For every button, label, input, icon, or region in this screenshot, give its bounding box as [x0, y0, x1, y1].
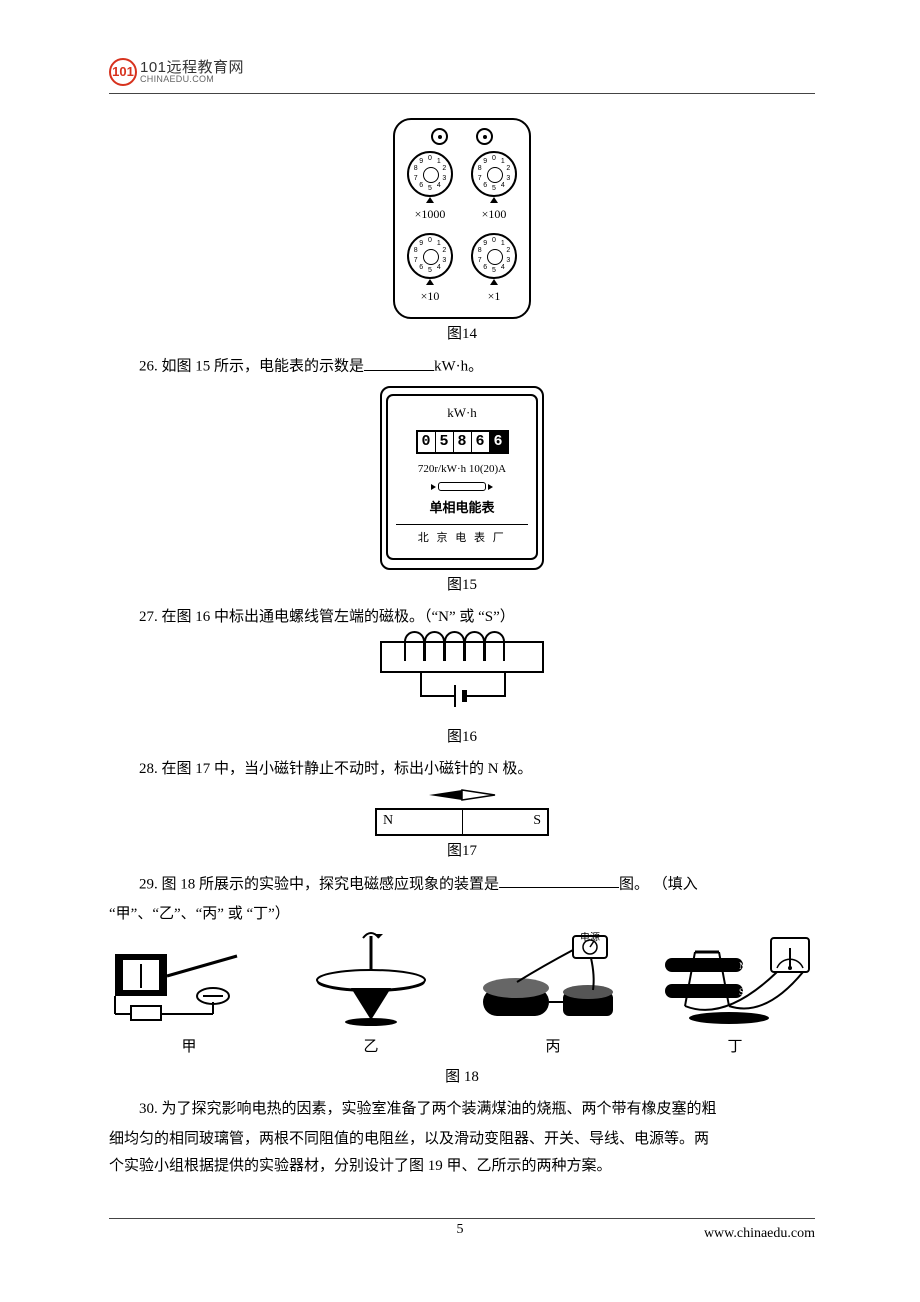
- figure-18: 甲 乙: [109, 932, 815, 1060]
- document-body: 0123456789×1000 0123456789×100 0123456789…: [109, 112, 815, 1179]
- meter-disc-icon: [396, 482, 528, 491]
- electromagnetic-induction-icon: N S: [655, 932, 815, 1028]
- electromagnet-experiment-icon: 电源: [473, 932, 633, 1028]
- energy-meter-icon: kW·h 05866 720r/kW·h 10(20)A 单相电能表 北 京 电…: [380, 386, 544, 570]
- resistance-dial: 0123456789×1000: [407, 151, 453, 225]
- question-28: 28. 在图 17 中，当小磁针静止不动时，标出小磁针的 N 极。: [109, 756, 815, 782]
- logo-text: 101远程教育网 CHINAEDU.COM: [140, 60, 244, 84]
- experiment-label: 甲: [109, 1034, 269, 1060]
- meter-unit: kW·h: [396, 402, 528, 425]
- experiment-label: 丙: [473, 1034, 633, 1060]
- meter-manufacturer: 北 京 电 表 厂: [396, 529, 528, 548]
- figure-17-caption: 图17: [109, 838, 815, 864]
- footer-url: www.chinaedu.com: [704, 1226, 815, 1242]
- logo-en: CHINAEDU.COM: [140, 75, 244, 84]
- solenoid-icon: [380, 637, 544, 713]
- spinning-top-icon: [291, 932, 451, 1028]
- experiment-yi: 乙: [291, 932, 451, 1060]
- header-rule: [109, 93, 815, 94]
- question-27: 27. 在图 16 中标出通电螺线管左端的磁极。（“N” 或 “S”）: [109, 604, 815, 630]
- resistance-dial: 0123456789×100: [471, 151, 517, 225]
- experiment-label: 乙: [291, 1034, 451, 1060]
- question-29-line2: “甲”、“乙”、“丙” 或 “丁”）: [109, 901, 815, 927]
- question-30-line3: 个实验小组根据提供的实验器材，分别设计了图 19 甲、乙所示的两种方案。: [109, 1153, 815, 1179]
- resistance-box-icon: 0123456789×1000 0123456789×100 0123456789…: [393, 118, 531, 319]
- bar-magnet: N S: [375, 808, 549, 836]
- footer-rule: [109, 1218, 815, 1219]
- magnet-s-pole: S: [463, 810, 548, 834]
- q26-pre: 26. 如图 15 所示，电能表的示数是: [139, 359, 364, 375]
- logo-cn: 101远程教育网: [140, 60, 244, 75]
- experiment-jia: 甲: [109, 932, 269, 1060]
- figure-16: [109, 637, 815, 722]
- bar-magnet-compass-icon: N S: [375, 788, 549, 836]
- experiment-ding: N S 丁: [655, 932, 815, 1060]
- figure-14: 0123456789×1000 0123456789×100 0123456789…: [109, 118, 815, 319]
- oersted-experiment-icon: [109, 932, 269, 1028]
- figure-15: kW·h 05866 720r/kW·h 10(20)A 单相电能表 北 京 电…: [109, 386, 815, 570]
- q26-post: kW·h。: [434, 359, 483, 375]
- svg-text:S: S: [739, 987, 744, 997]
- figure-14-caption: 图14: [109, 321, 815, 347]
- question-30-line1: 30. 为了探究影响电热的因素，实验室准备了两个装满煤油的烧瓶、两个带有橡皮塞的…: [109, 1096, 815, 1122]
- binding-post-icon: [431, 128, 448, 145]
- figure-17: N S: [109, 788, 815, 836]
- figure-16-caption: 图16: [109, 724, 815, 750]
- resistance-dial: 0123456789×10: [407, 233, 453, 307]
- svg-text:电源: 电源: [580, 932, 600, 943]
- experiment-bing: 电源 丙: [473, 932, 633, 1060]
- meter-rate: 720r/kW·h 10(20)A: [396, 460, 528, 479]
- q29-pre: 29. 图 18 所展示的实验中，探究电磁感应现象的装置是: [139, 876, 499, 892]
- experiment-label: 丁: [655, 1034, 815, 1060]
- q29-mid: 图。 （填入: [619, 876, 698, 892]
- magnet-n-pole: N: [377, 810, 463, 834]
- binding-post-icon: [476, 128, 493, 145]
- figure-15-caption: 图15: [109, 572, 815, 598]
- fill-blank[interactable]: [364, 353, 434, 371]
- figure-18-caption: 图 18: [109, 1064, 815, 1090]
- meter-name: 单相电能表: [396, 497, 528, 525]
- fill-blank[interactable]: [499, 871, 619, 889]
- question-26: 26. 如图 15 所示，电能表的示数是 kW·h。: [109, 353, 815, 380]
- meter-reading: 05866: [416, 430, 509, 454]
- question-29: 29. 图 18 所展示的实验中，探究电磁感应现象的装置是 图。 （填入: [109, 871, 815, 898]
- site-logo: 101 101远程教育网 CHINAEDU.COM: [109, 58, 244, 86]
- page: 101 101远程教育网 CHINAEDU.COM 0123456789×100…: [0, 0, 920, 1302]
- logo-badge-icon: 101: [109, 58, 137, 86]
- question-30-line2: 细均匀的相同玻璃管，两根不同阻值的电阻丝，以及滑动变阻器、开关、导线、电源等。两: [109, 1126, 815, 1152]
- compass-needle-icon: [427, 788, 497, 802]
- resistance-dial: 0123456789×1: [471, 233, 517, 307]
- svg-text:N: N: [739, 961, 746, 971]
